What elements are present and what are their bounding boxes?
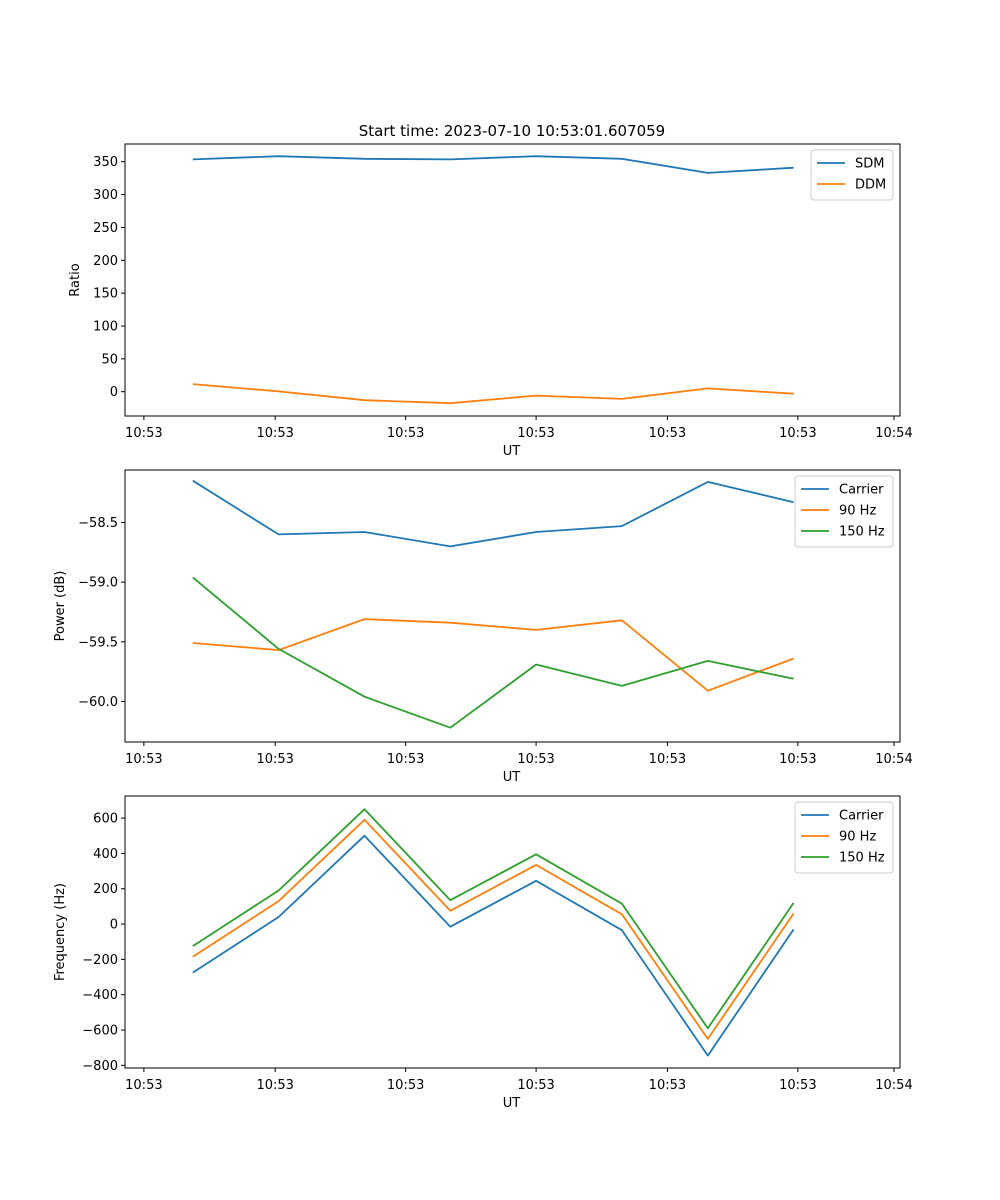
frequency-series-150-hz	[192, 808, 795, 1030]
power-axes-frame	[124, 469, 901, 743]
frequency-ytick-label: 200	[93, 882, 118, 897]
ratio-ytick-label: 250	[93, 221, 118, 236]
power-series-carrier	[192, 479, 794, 548]
ratio-xtick-label: 10:53	[517, 426, 554, 441]
ratio-series-sdm	[192, 155, 794, 174]
frequency-xtick-label: 10:53	[387, 1078, 424, 1093]
ratio-xtick-label: 10:53	[779, 426, 816, 441]
ratio-ytick-label: 350	[93, 155, 118, 170]
ratio-xtick-label: 10:53	[649, 426, 686, 441]
frequency-ylabel: Frequency (Hz)	[53, 883, 68, 981]
frequency-ytick-label: 400	[93, 847, 118, 862]
ratio-ytick-label: 200	[93, 254, 118, 269]
frequency-legend-label: 150 Hz	[839, 851, 885, 866]
ratio-xtick-label: 10:53	[125, 426, 162, 441]
frequency-xtick-label: 10:53	[125, 1078, 162, 1093]
frequency-ytick-label: −800	[82, 1059, 118, 1074]
frequency-ytick-label: −600	[82, 1024, 118, 1039]
power-series-150-hz	[192, 576, 794, 729]
power-xtick-label: 10:53	[517, 752, 554, 767]
power-series-90-hz	[192, 618, 794, 692]
ratio-xlabel: UT	[503, 444, 521, 459]
power-xtick-label: 10:53	[649, 752, 686, 767]
frequency-xtick-label: 10:53	[256, 1078, 293, 1093]
ratio-ytick-label: 300	[93, 188, 118, 203]
ratio-ytick-label: 150	[93, 287, 118, 302]
power-xtick-label: 10:53	[256, 752, 293, 767]
frequency-panel: 10:53 10:53 10:53 10:53 10:53 10:53 10:54 600 40…	[53, 795, 913, 1111]
frequency-legend-label: 90 Hz	[839, 830, 876, 845]
power-xtick-label: 10:54	[875, 752, 912, 767]
power-xtick-label: 10:53	[387, 752, 424, 767]
figure-title: Start time: 2023-07-10 10:53:01.607059	[359, 122, 665, 140]
ratio-ytick-label: 100	[93, 319, 118, 334]
ratio-ytick-label: 0	[110, 385, 118, 400]
power-ylabel: Power (dB)	[53, 571, 68, 642]
ratio-axes-frame	[124, 143, 901, 417]
frequency-ytick-label: 600	[93, 812, 118, 827]
power-xlabel: UT	[503, 770, 521, 785]
frequency-legend-frame	[794, 801, 894, 874]
power-legend-label: 150 Hz	[839, 525, 885, 540]
frequency-xlabel: UT	[503, 1096, 521, 1111]
power-xtick-label: 10:53	[779, 752, 816, 767]
power-ytick-label: −60.0	[78, 695, 118, 710]
frequency-legend-label: Carrier	[839, 809, 884, 824]
ratio-ylabel: Ratio	[68, 263, 83, 296]
ratio-ytick-label: 50	[101, 352, 118, 367]
power-ytick-label: −58.5	[78, 516, 118, 531]
ratio-xtick-label: 10:53	[256, 426, 293, 441]
ratio-xtick-label: 10:54	[875, 426, 912, 441]
power-ytick-label: −59.5	[78, 635, 118, 650]
power-ytick-label: −59.0	[78, 576, 118, 591]
frequency-ytick-label: −200	[82, 953, 118, 968]
ratio-xtick-label: 10:53	[387, 426, 424, 441]
frequency-xtick-label: 10:53	[649, 1078, 686, 1093]
frequency-xtick-label: 10:53	[517, 1078, 554, 1093]
ratio-panel: 10:53 10:53 10:53 10:53 10:53 10:53 10:54 0 50 10…	[68, 143, 913, 459]
frequency-series-90-hz	[192, 818, 795, 1040]
frequency-xtick-label: 10:54	[875, 1078, 912, 1093]
frequency-axes-frame	[124, 795, 901, 1069]
power-legend-label: 90 Hz	[839, 504, 876, 519]
power-legend-label: Carrier	[839, 483, 884, 498]
power-panel: 10:53 10:53 10:53 10:53 10:53 10:53 10:54 −58.5…	[53, 469, 913, 785]
frequency-ytick-label: −400	[82, 988, 118, 1003]
power-legend-frame	[794, 475, 894, 548]
frequency-ytick-label: 0	[110, 918, 118, 933]
frequency-xtick-label: 10:53	[779, 1078, 816, 1093]
ratio-legend-label: DDM	[855, 178, 886, 193]
ratio-series-ddm	[192, 383, 794, 405]
power-xtick-label: 10:53	[125, 752, 162, 767]
ratio-legend-label: SDM	[855, 157, 884, 172]
frequency-series-carrier	[192, 834, 795, 1057]
